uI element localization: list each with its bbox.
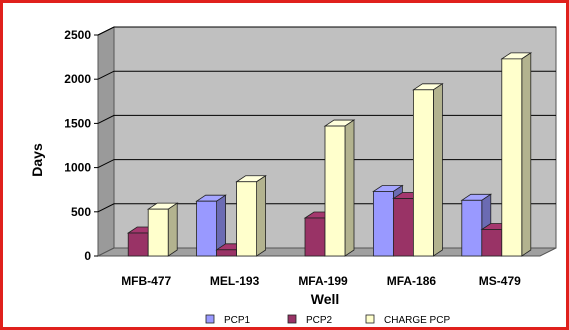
bar: [146, 202, 179, 257]
gridline: [97, 159, 556, 169]
legend-item: PCP1: [205, 314, 251, 326]
x-category-label: MFB-477: [121, 274, 171, 288]
y-tick-label: 0: [84, 249, 91, 263]
bar-front: [127, 232, 149, 257]
bar-side: [256, 174, 267, 257]
bar-front: [216, 249, 238, 257]
bar: [323, 119, 356, 257]
bar-front: [501, 58, 523, 257]
bar-front: [481, 229, 503, 257]
legend-label: PCP1: [224, 315, 251, 326]
y-tick-label: 1000: [64, 161, 91, 175]
bar-front: [236, 181, 258, 257]
legend-item: CHARGE PCP: [365, 314, 450, 326]
y-axis-ticks: 0 500 1000 1500 2000 2500: [64, 28, 98, 263]
legend-label: CHARGE PCP: [384, 315, 450, 326]
x-category-label: MS-479: [479, 274, 521, 288]
bar-front: [461, 199, 483, 257]
legend-swatch: [287, 314, 297, 324]
bar-front: [196, 200, 218, 257]
y-tick-label: 1500: [64, 116, 91, 130]
y-tick-label: 2500: [64, 28, 91, 42]
x-category-label: MFA-186: [387, 274, 437, 288]
y-tick-label: 500: [71, 205, 91, 219]
bar-side: [167, 202, 178, 257]
bar-front: [412, 89, 434, 257]
x-category-label: MEL-193: [210, 274, 260, 288]
gridline: [97, 26, 556, 36]
bar-side: [344, 119, 355, 257]
side-wall: [97, 26, 115, 257]
gridline: [97, 70, 556, 80]
legend: PCP1 PCP2 CHARGE PCP: [205, 314, 450, 326]
bar: [412, 83, 444, 257]
legend-label: PCP2: [306, 315, 333, 326]
bar-front: [304, 217, 326, 257]
bar-front: [372, 191, 394, 257]
x-category-label: MFA-199: [298, 274, 348, 288]
bar-front: [392, 198, 414, 257]
bar: [235, 174, 267, 257]
x-axis-title: Well: [311, 291, 340, 307]
x-axis-categories: MFB-477 MEL-193 MFA-199 MFA-186 MS-479: [121, 274, 521, 288]
bar-side: [521, 52, 532, 257]
bar: [500, 52, 533, 257]
legend-swatch: [205, 314, 215, 324]
bar-front: [324, 125, 346, 257]
bar-side: [432, 83, 443, 257]
bar-front: [147, 208, 169, 257]
y-tick-label: 2000: [64, 72, 91, 86]
legend-swatch: [365, 314, 375, 324]
gridline: [97, 114, 556, 124]
bars: [126, 52, 533, 257]
y-axis-title: Days: [29, 143, 45, 177]
legend-item: PCP2: [287, 314, 333, 326]
